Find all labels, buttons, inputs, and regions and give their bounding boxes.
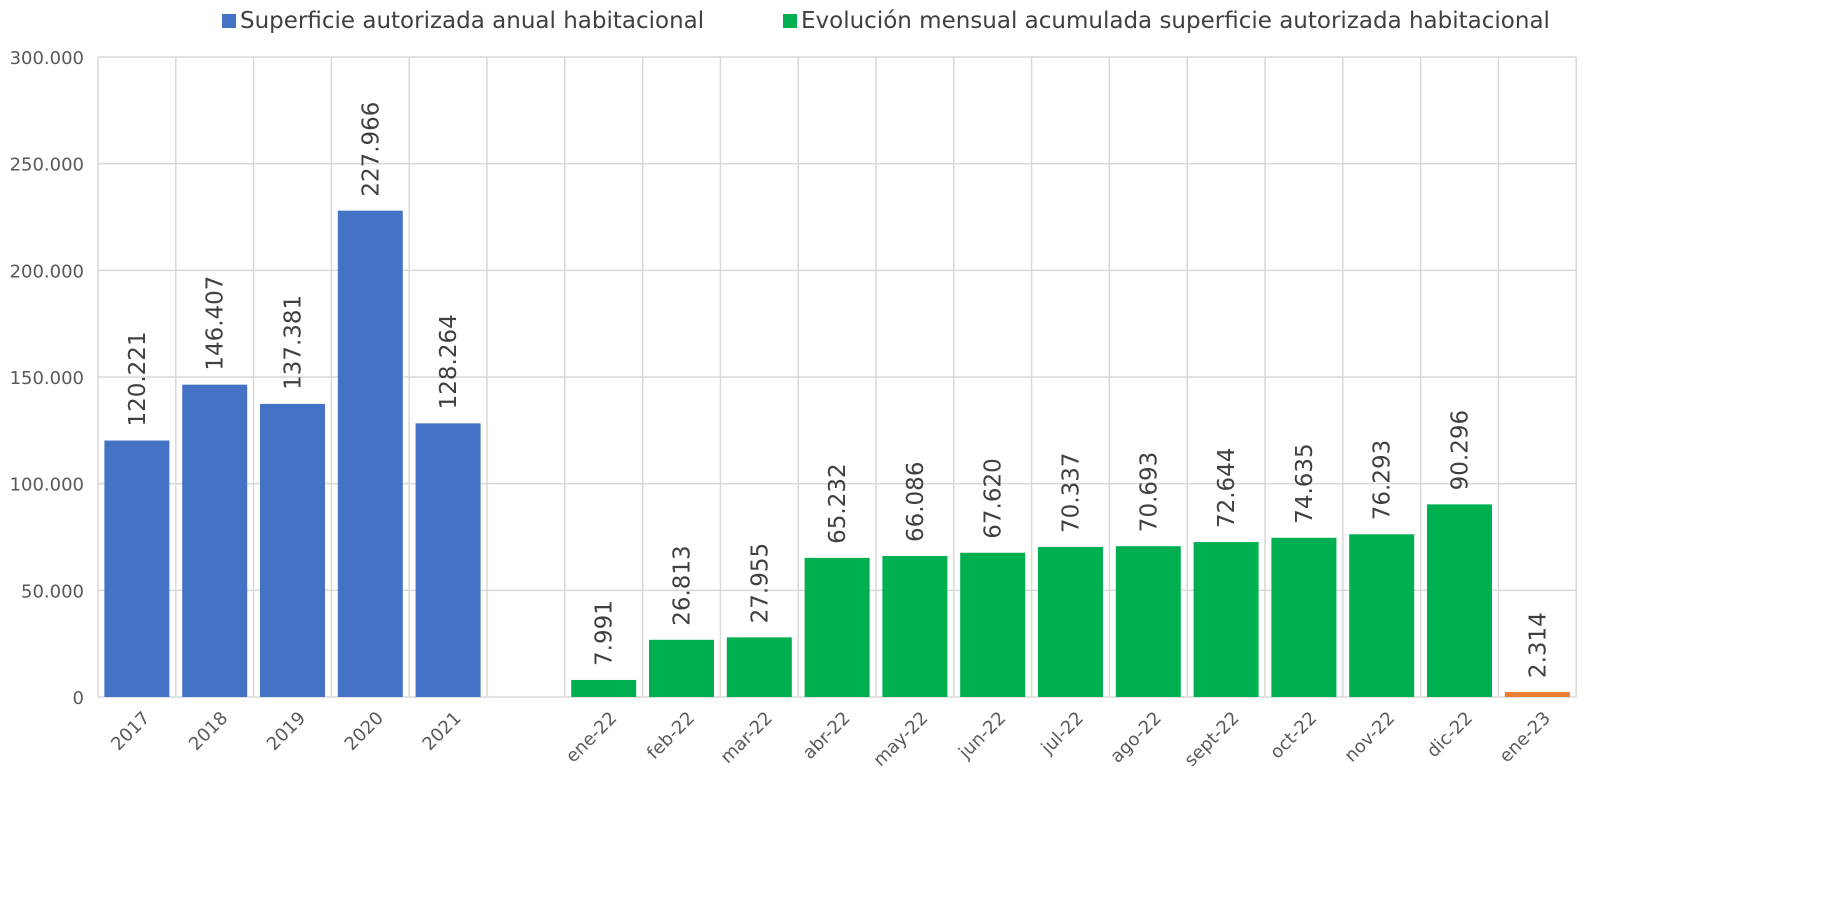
y-tick-label: 150.000 [10,368,84,389]
data-label: 137.381 [281,295,307,390]
data-label: 27.955 [747,543,773,623]
bar [1271,537,1337,697]
bar [1193,542,1259,697]
bar [649,639,714,697]
x-tick-label: ene-22 [562,708,621,767]
x-tick-label: sept-22 [1180,708,1243,771]
bar [1038,546,1103,697]
bar [1115,546,1181,697]
bar [415,423,481,697]
y-tick-label: 300.000 [10,48,84,69]
data-label: 70.337 [1059,452,1085,532]
data-label: 120.221 [125,331,151,426]
legend-label-monthly: Evolución mensual acumulada superficie a… [801,8,1550,34]
x-tick-label: 2019 [263,708,310,755]
bar [960,552,1026,697]
legend-label-annual: Superficie autorizada anual habitacional [240,8,705,34]
y-tick-label: 250.000 [10,155,84,176]
y-tick-label: 200.000 [10,261,84,282]
legend-item-monthly: Evolución mensual acumulada superficie a… [783,8,1550,34]
x-tick-label: may-22 [869,708,932,771]
legend: Superficie autorizada anual habitacional… [0,8,1829,42]
data-label: 90.296 [1448,410,1474,490]
x-tick-label: oct-22 [1266,708,1321,763]
x-tick-label: 2017 [107,708,154,755]
x-tick-label: abr-22 [799,708,855,764]
x-tick-label: 2018 [185,708,232,755]
y-tick-label: 50.000 [21,581,84,602]
x-tick-label: ene-23 [1495,708,1554,767]
data-label: 76.293 [1370,440,1396,520]
bar [804,557,870,697]
bar [1349,534,1415,697]
x-tick-label: ago-22 [1106,708,1166,768]
bar [104,440,170,697]
x-tick-label: 2020 [341,708,388,755]
x-tick-label: feb-22 [643,708,699,764]
data-label: 146.407 [203,276,229,371]
data-label: 72.644 [1214,448,1240,528]
data-label: 66.086 [903,462,929,542]
x-tick-label: jun-22 [954,708,1010,764]
legend-swatch-monthly [783,14,797,28]
y-tick-label: 0 [73,688,84,709]
data-label: 227.966 [358,102,384,197]
x-tick-label: 2021 [418,708,465,755]
x-tick-label: nov-22 [1341,708,1400,767]
data-label: 70.693 [1136,452,1162,532]
bar [726,637,792,697]
data-label: 74.635 [1292,443,1318,523]
bar [337,210,403,697]
data-label: 26.813 [670,545,696,625]
y-tick-label: 100.000 [10,475,84,496]
bar [182,384,248,697]
legend-item-annual: Superficie autorizada anual habitacional [222,8,704,34]
legend-swatch-annual [222,14,236,28]
bar [1427,504,1492,697]
bar [882,556,948,697]
x-tick-label: jul-22 [1037,708,1088,759]
x-tick-label: dic-22 [1423,708,1477,762]
data-label: 65.232 [825,463,851,543]
data-label: 2.314 [1525,612,1551,678]
data-label: 128.264 [436,314,462,409]
data-label: 67.620 [981,458,1007,538]
bar [260,403,325,697]
x-tick-label: mar-22 [717,708,777,768]
data-label: 7.991 [592,600,618,666]
bar [571,679,637,697]
bar [1504,692,1570,697]
